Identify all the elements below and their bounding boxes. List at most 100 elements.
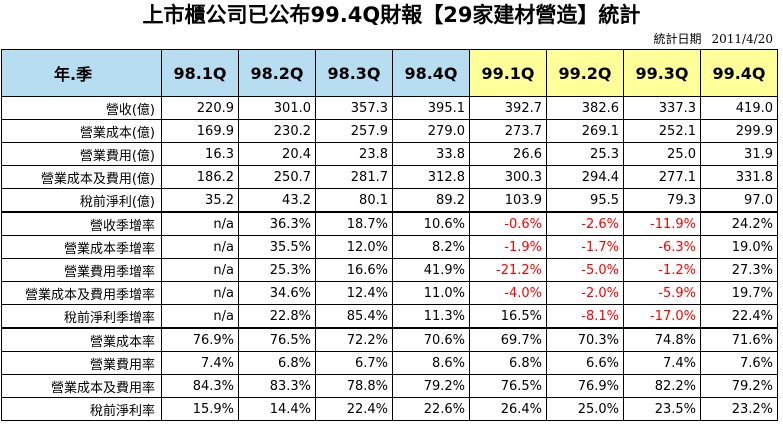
table-cell: 6.7% — [315, 351, 393, 375]
table-cell: 169.9 — [161, 119, 239, 143]
table-cell: 19.0% — [700, 235, 778, 259]
table-cell: 277.1 — [623, 165, 701, 189]
table-cell: 27.3% — [700, 258, 778, 282]
table-cell: 84.3% — [161, 374, 239, 398]
table-cell: 25.0% — [546, 397, 624, 421]
row-label: 稅前淨利率 — [1, 397, 162, 421]
header-period: 99.3Q — [623, 49, 701, 97]
table-cell: 82.2% — [623, 374, 701, 398]
table-cell: 331.8 — [700, 165, 778, 189]
table-cell: 69.7% — [469, 327, 547, 352]
header-period: 98.1Q — [161, 49, 239, 97]
table-cell: 79.3 — [623, 188, 701, 213]
table-row: 稅前淨利季增率 n/a 22.8% 85.4% 11.3% 16.5% -8.1% -17.0… — [1, 304, 778, 329]
table-cell: 23.5% — [623, 397, 701, 421]
table-cell: -8.1% — [546, 304, 624, 329]
row-label: 營業成本(億) — [1, 119, 162, 143]
table-cell: 72.2% — [315, 327, 393, 352]
table-cell: 11.3% — [392, 304, 470, 329]
table-cell: 15.9% — [161, 397, 239, 421]
table-cell: 97.0 — [700, 188, 778, 213]
table-cell: 71.6% — [700, 327, 778, 352]
table-cell: 74.8% — [623, 327, 701, 352]
row-label: 營收(億) — [1, 96, 162, 120]
table-cell: 279.0 — [392, 119, 470, 143]
table-cell: 16.3 — [161, 142, 239, 166]
table-cell: 19.7% — [700, 281, 778, 305]
table-cell: 33.8 — [392, 142, 470, 166]
table-cell: -2.6% — [546, 211, 624, 236]
table-cell: 76.9% — [161, 327, 239, 352]
table-cell: 22.4% — [315, 397, 393, 421]
table-cell: 25.3 — [546, 142, 624, 166]
table-cell: 299.9 — [700, 119, 778, 143]
table-cell: 23.2% — [700, 397, 778, 421]
table-cell: 14.4% — [238, 397, 316, 421]
header-period: 99.4Q — [700, 49, 778, 97]
table-cell: 76.5% — [238, 327, 316, 352]
table-row: 營業成本及費用(億) 186.2 250.7 281.7 312.8 300.3 294.4… — [1, 165, 778, 189]
table-row: 營業費用率 7.4% 6.8% 6.7% 8.6% 6.8% 6.6% 7.4% 7.6% — [1, 351, 778, 375]
table-row: 稅前淨利率 15.9% 14.4% 22.4% 22.6% 26.4% 25.0% 23.5%… — [1, 397, 778, 421]
table-cell: 16.5% — [469, 304, 547, 329]
header-period: 98.2Q — [238, 49, 316, 97]
table-cell: 7.4% — [623, 351, 701, 375]
table-cell: -1.2% — [623, 258, 701, 282]
header-period: 98.4Q — [392, 49, 470, 97]
table-cell: -1.9% — [469, 235, 547, 259]
table-row: 營業成本季增率 n/a 35.5% 12.0% 8.2% -1.9% -1.7% -6.3% 1… — [1, 235, 778, 259]
table-cell: 395.1 — [392, 96, 470, 120]
table-cell: 80.1 — [315, 188, 393, 213]
table-cell: 392.7 — [469, 96, 547, 120]
table-cell: 7.4% — [161, 351, 239, 375]
row-label: 營業費用季增率 — [1, 258, 162, 282]
table-cell: 220.9 — [161, 96, 239, 120]
table-row: 營業成本(億) 169.9 230.2 257.9 279.0 273.7 269.1 252… — [1, 119, 778, 143]
table-cell: 43.2 — [238, 188, 316, 213]
table-cell: 85.4% — [315, 304, 393, 329]
table-row: 營收季增率 n/a 36.3% 18.7% 10.6% -0.6% -2.6% -11.9% 2… — [1, 211, 778, 236]
table-cell: 76.5% — [469, 374, 547, 398]
table-row: 營業費用(億) 16.3 20.4 23.8 33.8 26.6 25.3 25.0 31.9 — [1, 142, 778, 166]
table-cell: 257.9 — [315, 119, 393, 143]
table-cell: 35.5% — [238, 235, 316, 259]
table-cell: 41.9% — [392, 258, 470, 282]
stat-date-value: 2011/4/20 — [711, 32, 773, 46]
table-cell: 16.6% — [315, 258, 393, 282]
table-cell: 12.4% — [315, 281, 393, 305]
table-cell: -6.3% — [623, 235, 701, 259]
row-label: 營業費用(億) — [1, 142, 162, 166]
table-cell: 20.4 — [238, 142, 316, 166]
table-cell: 79.2% — [700, 374, 778, 398]
table-cell: n/a — [161, 258, 239, 282]
table-cell: -4.0% — [469, 281, 547, 305]
table-cell: 250.7 — [238, 165, 316, 189]
table-cell: 79.2% — [392, 374, 470, 398]
table-cell: 7.6% — [700, 351, 778, 375]
table-cell: 273.7 — [469, 119, 547, 143]
table-cell: 337.3 — [623, 96, 701, 120]
table-cell: 70.6% — [392, 327, 470, 352]
table-cell: -2.0% — [546, 281, 624, 305]
table-cell: 89.2 — [392, 188, 470, 213]
header-period: 99.2Q — [546, 49, 624, 97]
row-label: 營業成本及費用率 — [1, 374, 162, 398]
table-row: 營業費用季增率 n/a 25.3% 16.6% 41.9% -21.2% -5.0% -1.2… — [1, 258, 778, 282]
table-cell: 35.2 — [161, 188, 239, 213]
row-label: 營業成本季增率 — [1, 235, 162, 259]
table-cell: 294.4 — [546, 165, 624, 189]
table-cell: n/a — [161, 235, 239, 259]
table-cell: 6.6% — [546, 351, 624, 375]
table-cell: 269.1 — [546, 119, 624, 143]
table-cell: 186.2 — [161, 165, 239, 189]
table-cell: 26.6 — [469, 142, 547, 166]
header-period: 98.3Q — [315, 49, 393, 97]
table-cell: 6.8% — [469, 351, 547, 375]
table-cell: -5.0% — [546, 258, 624, 282]
table-row: 稅前淨利(億) 35.2 43.2 80.1 89.2 103.9 95.5 79.3 97.0 — [1, 188, 778, 213]
table-cell: -1.7% — [546, 235, 624, 259]
header-period: 99.1Q — [469, 49, 547, 97]
table-cell: 230.2 — [238, 119, 316, 143]
table-cell: 70.3% — [546, 327, 624, 352]
table-cell: -21.2% — [469, 258, 547, 282]
